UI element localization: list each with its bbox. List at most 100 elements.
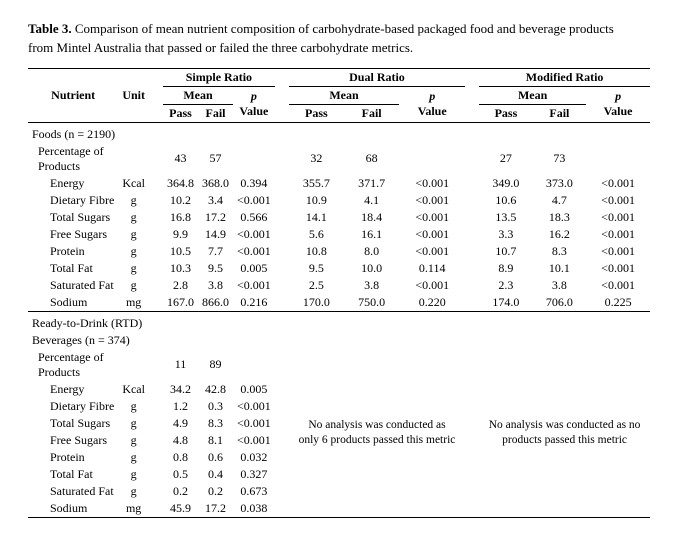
- cell: [233, 143, 275, 175]
- caption-text: Comparison of mean nutrient composition …: [28, 21, 614, 55]
- cell: 10.3: [163, 260, 198, 277]
- cell: Sodium: [28, 294, 118, 312]
- cell: 0.2: [163, 483, 198, 500]
- cell: <0.001: [586, 175, 650, 192]
- cell: 10.2: [163, 192, 198, 209]
- cell: 34.2: [163, 381, 198, 398]
- cell: <0.001: [399, 277, 465, 294]
- cell: 16.1: [344, 226, 399, 243]
- cell: 0.394: [233, 175, 275, 192]
- cell: 0.005: [233, 381, 275, 398]
- cell: 3.8: [533, 277, 586, 294]
- cell: 8.1: [198, 432, 233, 449]
- cell: <0.001: [399, 243, 465, 260]
- cell: 167.0: [163, 294, 198, 312]
- cell: 0.032: [233, 449, 275, 466]
- cell: 3.8: [344, 277, 399, 294]
- cell: Percentage ofProducts: [28, 349, 118, 381]
- cell: Foods (n = 2190): [28, 122, 149, 143]
- cell: 0.220: [399, 294, 465, 312]
- cell: Total Sugars: [28, 209, 118, 226]
- cell: 7.7: [198, 243, 233, 260]
- col-pvalue: pValue: [399, 86, 465, 122]
- cell: 0.673: [233, 483, 275, 500]
- col-fail: Fail: [344, 104, 399, 122]
- cell: g: [118, 226, 149, 243]
- col-mean: Mean: [289, 86, 399, 104]
- cell: g: [118, 277, 149, 294]
- cell: <0.001: [586, 209, 650, 226]
- cell: Percentage ofProducts: [28, 143, 118, 175]
- col-pass: Pass: [163, 104, 198, 122]
- cell: g: [118, 398, 149, 415]
- cell: Kcal: [118, 175, 149, 192]
- cell: 27: [479, 143, 532, 175]
- cell: 4.9: [163, 415, 198, 432]
- cell: 43: [163, 143, 198, 175]
- nutrient-comparison-table: Nutrient Unit Simple Ratio Dual Ratio Mo…: [28, 68, 650, 518]
- cell: 68: [344, 143, 399, 175]
- cell: 8.3: [533, 243, 586, 260]
- cell: 14.9: [198, 226, 233, 243]
- cell: <0.001: [586, 226, 650, 243]
- cell: Energy: [28, 175, 118, 192]
- cell: 174.0: [479, 294, 532, 312]
- cell: 0.005: [233, 260, 275, 277]
- cell: <0.001: [399, 192, 465, 209]
- cell: 10.9: [289, 192, 344, 209]
- cell: 10.6: [479, 192, 532, 209]
- cell: <0.001: [586, 260, 650, 277]
- cell: 13.5: [479, 209, 532, 226]
- cell: Free Sugars: [28, 226, 118, 243]
- cell: 11: [163, 349, 198, 381]
- metric-simple: Simple Ratio: [163, 68, 275, 86]
- col-mean: Mean: [163, 86, 233, 104]
- cell: 9.5: [198, 260, 233, 277]
- cell: 0.6: [198, 449, 233, 466]
- cell: 10.7: [479, 243, 532, 260]
- cell: [118, 159, 149, 175]
- cell: <0.001: [399, 226, 465, 243]
- cell: 42.8: [198, 381, 233, 398]
- cell: mg: [118, 294, 149, 312]
- cell: Protein: [28, 449, 118, 466]
- cell: <0.001: [586, 192, 650, 209]
- cell: 0.3: [198, 398, 233, 415]
- cell: g: [118, 415, 149, 432]
- cell: 16.2: [533, 226, 586, 243]
- cell: 0.2: [198, 483, 233, 500]
- cell: 373.0: [533, 175, 586, 192]
- cell: Saturated Fat: [28, 277, 118, 294]
- cell: 3.8: [198, 277, 233, 294]
- cell: [118, 349, 149, 365]
- cell: 3.4: [198, 192, 233, 209]
- col-pass: Pass: [289, 104, 344, 122]
- note-modified: No analysis was conducted as no products…: [479, 349, 650, 518]
- note-dual: No analysis was conducted as only 6 prod…: [289, 349, 465, 518]
- cell: g: [118, 483, 149, 500]
- cell: <0.001: [233, 226, 275, 243]
- cell: [118, 143, 149, 159]
- cell: 0.566: [233, 209, 275, 226]
- cell: 16.8: [163, 209, 198, 226]
- cell: 8.3: [198, 415, 233, 432]
- col-unit: Unit: [118, 68, 149, 122]
- cell: 170.0: [289, 294, 344, 312]
- cell: g: [118, 432, 149, 449]
- cell: 364.8: [163, 175, 198, 192]
- metric-dual: Dual Ratio: [289, 68, 465, 86]
- cell: Ready-to-Drink (RTD): [28, 311, 149, 332]
- cell: 0.038: [233, 500, 275, 518]
- cell: [118, 365, 149, 381]
- cell: <0.001: [233, 398, 275, 415]
- cell: 5.6: [289, 226, 344, 243]
- cell: g: [118, 192, 149, 209]
- cell: <0.001: [586, 243, 650, 260]
- col-mean: Mean: [479, 86, 586, 104]
- cell: Sodium: [28, 500, 118, 518]
- cell: [399, 143, 465, 175]
- cell: 368.0: [198, 175, 233, 192]
- cell: <0.001: [586, 277, 650, 294]
- cell: 8.0: [344, 243, 399, 260]
- cell: 0.4: [198, 466, 233, 483]
